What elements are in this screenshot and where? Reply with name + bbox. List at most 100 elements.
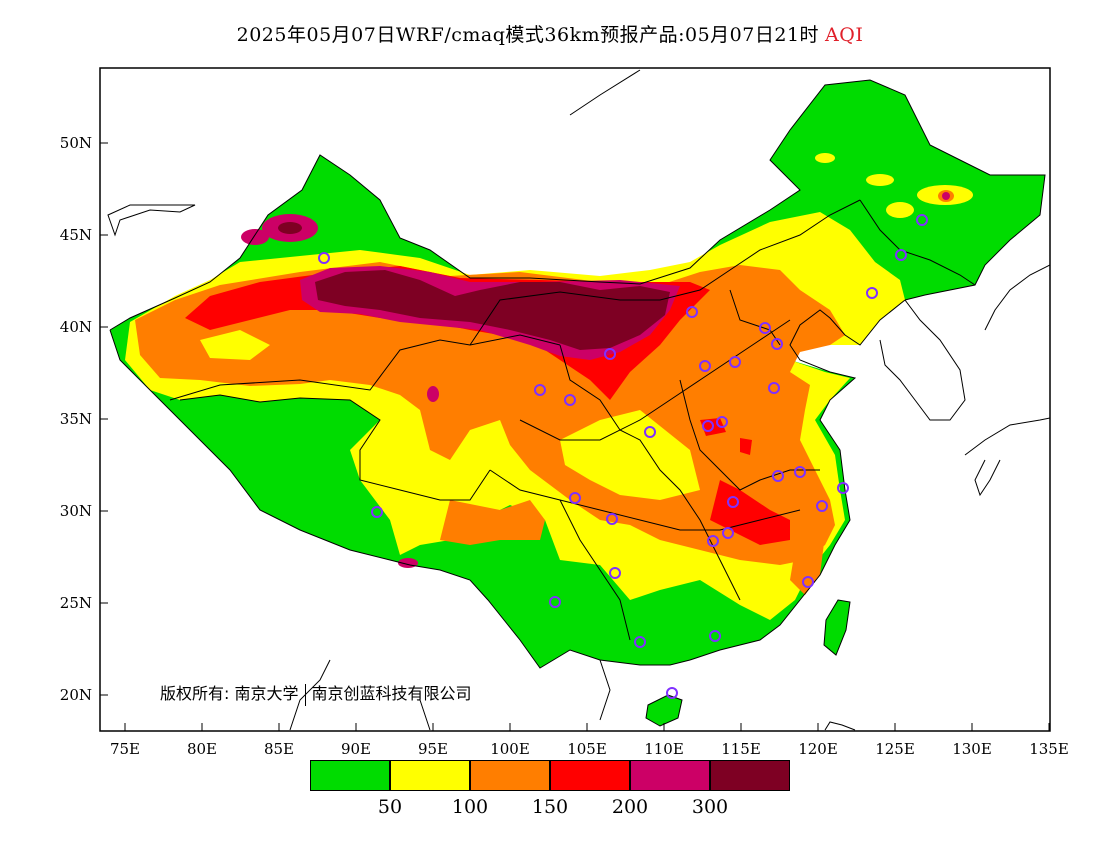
legend-swatch	[310, 760, 390, 791]
border-provinces-1	[559, 344, 741, 601]
station-marker	[895, 249, 907, 261]
region-hainan	[646, 695, 682, 726]
region-ne-yellow2	[886, 202, 914, 218]
sea-border-south	[289, 659, 611, 731]
border-provinces-4	[559, 499, 631, 641]
station-marker	[722, 527, 734, 539]
station-marker	[772, 470, 784, 482]
border-provinces-5	[679, 379, 820, 491]
station-marker	[794, 466, 806, 478]
title-variable: AQI	[825, 24, 864, 46]
region-orange-east	[790, 520, 825, 595]
x-tick-label: 75E	[110, 740, 140, 758]
region-hazardous-nw	[278, 222, 302, 234]
station-markers	[318, 214, 928, 699]
y-tick-label: 20N	[60, 686, 92, 704]
title-main: 2025年05月07日WRF/cmaq模式36km预报产品:05月07日21时	[236, 24, 820, 46]
japan-kyushu	[964, 417, 1050, 497]
station-marker	[816, 500, 828, 512]
border-xinjiang	[169, 334, 561, 401]
copyright-owner1: 南京大学	[234, 684, 299, 703]
station-marker	[837, 482, 849, 494]
y-tick-label: 30N	[60, 502, 92, 520]
station-marker	[768, 382, 780, 394]
station-marker	[771, 338, 783, 350]
legend-threshold-label: 50	[377, 796, 403, 818]
station-marker	[318, 252, 330, 264]
region-magenta-nw2	[241, 229, 269, 245]
station-marker	[564, 394, 576, 406]
station-marker	[759, 322, 771, 334]
aqi-field	[107, 69, 1050, 731]
station-marker	[727, 496, 739, 508]
region-taiwan	[824, 600, 850, 655]
china-outline	[109, 79, 1046, 331]
legend-swatch	[390, 760, 470, 791]
station-marker	[666, 687, 678, 699]
coastline-east	[689, 299, 906, 661]
korea-outline	[879, 299, 966, 421]
legend-threshold-label: 150	[531, 796, 569, 818]
region-orange-south	[440, 500, 545, 545]
station-marker	[644, 426, 656, 438]
border-provinces-3	[489, 469, 801, 531]
region-hazardous	[315, 270, 670, 350]
y-tick-label: 45N	[60, 226, 92, 244]
y-tick-label: 50N	[60, 134, 92, 152]
station-marker	[606, 513, 618, 525]
station-marker	[534, 384, 546, 396]
taiwan-outline	[823, 599, 851, 656]
y-tick-label: 25N	[60, 594, 92, 612]
japan-outline	[984, 264, 1050, 331]
border-tibet	[179, 394, 491, 501]
copyright-separator	[304, 683, 306, 706]
kazakh-lake	[107, 204, 196, 237]
copyright-owner2: 南京创蓝科技有限公司	[311, 684, 472, 703]
region-magenta-qh	[427, 386, 439, 402]
map-title: 2025年05月07日WRF/cmaq模式36km预报产品:05月07日21时 A…	[0, 20, 1100, 47]
station-marker	[699, 360, 711, 372]
region-red-spot2	[740, 438, 752, 455]
y-axis: 50N 45N 40N 35N 30N 25N 20N	[60, 134, 108, 704]
border-provinces-6	[729, 289, 781, 346]
station-marker	[604, 348, 616, 360]
border-south	[109, 329, 691, 669]
x-tick-label: 135E	[1029, 740, 1069, 758]
x-tick-label: 110E	[644, 740, 684, 758]
legend-swatch	[470, 760, 550, 791]
region-yellow-west	[200, 330, 270, 360]
station-marker	[709, 630, 721, 642]
copyright-notice: 版权所有: 南京大学 南京创蓝科技有限公司	[160, 680, 472, 706]
russia-coast	[569, 69, 641, 116]
x-axis: 75E 80E 85E 90E 95E 100E 105E 110E 115E 120E 125E 1…	[110, 723, 1069, 758]
region-ne-yellow4	[866, 174, 894, 186]
x-tick-label: 125E	[875, 740, 915, 758]
x-tick-label: 100E	[490, 740, 530, 758]
map-frame	[99, 67, 1051, 732]
philippines-edge	[824, 721, 856, 731]
region-yellow-central	[560, 410, 700, 500]
x-tick-label: 80E	[187, 740, 217, 758]
x-tick-label: 130E	[952, 740, 992, 758]
region-ne-red1	[942, 192, 950, 200]
station-marker	[866, 287, 878, 299]
legend-threshold-label: 200	[611, 796, 649, 818]
border-inner-mongolia	[469, 199, 861, 346]
copyright-prefix: 版权所有:	[160, 684, 230, 703]
station-marker	[702, 420, 714, 432]
x-tick-label: 85E	[264, 740, 294, 758]
x-tick-label: 120E	[798, 740, 838, 758]
station-marker	[569, 492, 581, 504]
x-tick-label: 115E	[721, 740, 761, 758]
region-ne-yellow3	[815, 153, 835, 163]
legend-swatch	[710, 760, 790, 791]
x-tick-label: 105E	[567, 740, 607, 758]
legend-swatch	[630, 760, 710, 791]
station-marker	[729, 356, 741, 368]
station-marker	[371, 506, 383, 518]
legend-threshold-label: 300	[691, 796, 729, 818]
station-marker	[916, 214, 928, 226]
station-marker	[634, 636, 646, 648]
station-marker	[549, 596, 561, 608]
